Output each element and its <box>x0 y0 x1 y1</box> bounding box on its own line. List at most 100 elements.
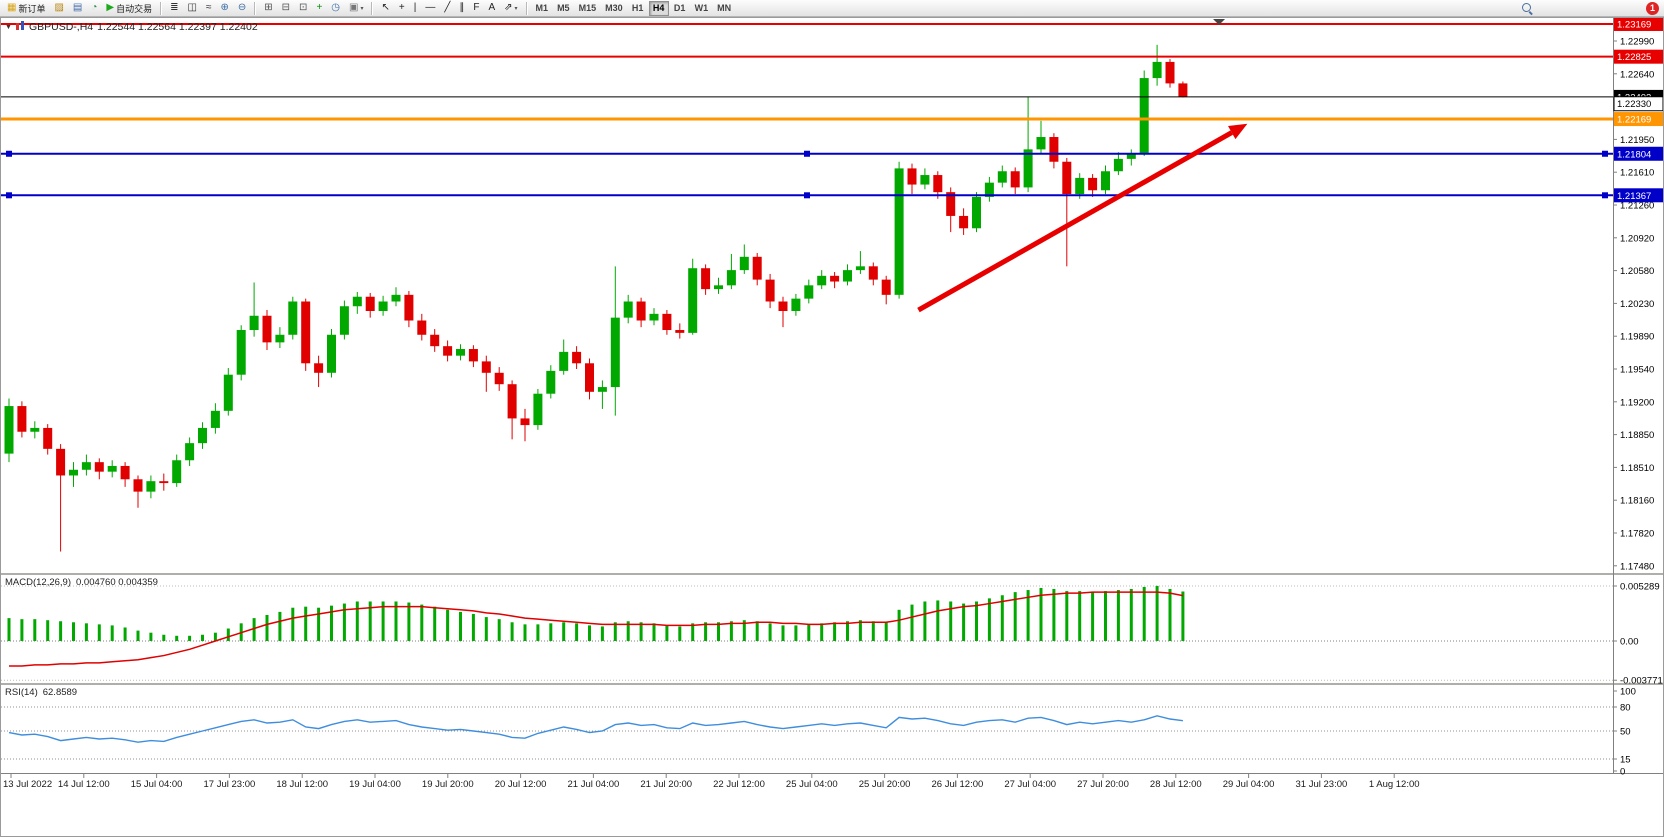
rsi-axis-label: 50 <box>1620 727 1631 738</box>
candle <box>830 275 840 282</box>
arrange-windows-icon[interactable]: ⊡ <box>295 1 311 16</box>
crosshair-icon[interactable]: + <box>395 1 409 16</box>
timeframe-h1[interactable]: H1 <box>628 1 648 16</box>
new-order-button-label: 新订单 <box>18 3 46 14</box>
zoom-in-icon[interactable]: ⊕ <box>216 1 232 16</box>
rsi-axis-label: 80 <box>1620 703 1631 714</box>
candle <box>417 320 427 335</box>
timeframe-m5[interactable]: M5 <box>553 1 574 16</box>
time-axis-label: 17 Jul 23:00 <box>204 779 256 790</box>
cascade-windows-icon[interactable]: ⊟ <box>278 1 294 16</box>
price-axis-label: 1.20230 <box>1620 299 1654 310</box>
svg-text:1.22330: 1.22330 <box>1617 99 1651 110</box>
candle <box>701 268 711 290</box>
candle <box>804 285 814 299</box>
timeframe-mn[interactable]: MN <box>713 1 735 16</box>
toolbar-right-group: 1 <box>1521 1 1661 15</box>
auto-trading-button[interactable]: ▶ 自动交易 <box>102 1 156 16</box>
refresh-icon[interactable]: ◔ <box>87 1 101 16</box>
candle <box>907 168 917 185</box>
templates-icon[interactable]: ▣ ▾ <box>345 1 367 16</box>
timeframe-w1[interactable]: W1 <box>691 1 713 16</box>
price-axis-label: 1.21260 <box>1620 201 1654 212</box>
candle <box>391 294 401 302</box>
line-chart-icon[interactable]: ≈ <box>202 1 216 16</box>
chart-window[interactable]: 1.22990 1.22640 1.22330 1.21950 1.21610 1.212… <box>0 17 1664 837</box>
candle <box>159 481 169 484</box>
toolbar-separator <box>254 1 257 15</box>
timeframe-d1[interactable]: D1 <box>670 1 690 16</box>
indicators-icon-glyph: + <box>316 2 323 13</box>
chart-canvas[interactable]: 1.22990 1.22640 1.22330 1.21950 1.21610 1.212… <box>1 18 1663 836</box>
cascade-windows-icon-glyph: ⊟ <box>281 2 291 13</box>
time-axis-label: 19 Jul 20:00 <box>422 779 474 790</box>
indicators-icon[interactable]: + <box>312 1 326 16</box>
periods-icon-glyph: ◷ <box>331 2 341 13</box>
candlestick-chart-icon-glyph: ◫ <box>187 2 197 13</box>
macd-title-text: MACD(12,26,9) <box>5 577 71 588</box>
line-handle <box>6 192 12 199</box>
price-axis-label: 1.22640 <box>1620 69 1654 80</box>
bar-chart-icon[interactable]: ≣ <box>166 1 182 16</box>
candle <box>675 330 685 333</box>
new-order-button[interactable]: ▦ 新订单 <box>3 1 49 16</box>
charts-grid-icon[interactable]: ▨ <box>50 1 67 16</box>
timeframe-m1[interactable]: M1 <box>532 1 553 16</box>
arrows-tool-icon-glyph: ⇗ <box>504 2 513 13</box>
candle <box>1049 137 1059 162</box>
candle <box>636 301 646 321</box>
timeframe-h4[interactable]: H4 <box>648 0 669 16</box>
text-icon-glyph: A <box>488 2 496 13</box>
timeframe-m15[interactable]: M15 <box>575 1 601 16</box>
timeframe-m30[interactable]: M30 <box>601 1 627 16</box>
cursor-icon[interactable]: ↖ <box>377 1 393 16</box>
trendline-icon[interactable]: ╱ <box>440 1 454 16</box>
candle <box>81 462 91 470</box>
candle <box>249 315 259 331</box>
one-click-trading-toggle[interactable]: ▼ <box>5 23 12 31</box>
horizontal-line-icon[interactable]: — <box>421 1 439 16</box>
price-axis-label: 1.18160 <box>1620 496 1654 507</box>
time-axis-label: 18 Jul 12:00 <box>276 779 328 790</box>
candlestick-chart-icon[interactable]: ◫ <box>184 1 201 16</box>
tile-windows-icon[interactable]: ⊞ <box>260 1 276 16</box>
market-watch-icon[interactable]: ▤ <box>69 1 86 16</box>
price-axis-label: 1.18850 <box>1620 430 1654 441</box>
candle <box>765 279 775 302</box>
price-axis-label: 1.19540 <box>1620 365 1654 376</box>
candle <box>481 361 491 373</box>
text-icon[interactable]: A <box>484 1 499 16</box>
price-axis-label: 1.20580 <box>1620 266 1654 277</box>
candle <box>1010 171 1020 188</box>
candle <box>236 330 246 375</box>
rsi-axis-label: 15 <box>1620 755 1631 766</box>
vertical-line-icon[interactable]: | <box>410 1 421 16</box>
search-icon[interactable] <box>1521 2 1534 15</box>
candle <box>610 317 620 388</box>
zoom-out-icon[interactable]: ⊖ <box>234 1 250 16</box>
rsi-value-text: 62.8589 <box>42 687 78 698</box>
svg-text:1.21367: 1.21367 <box>1617 191 1651 202</box>
candle <box>1062 161 1072 195</box>
line-chart-icon-glyph: ≈ <box>205 2 212 13</box>
candle <box>1178 83 1188 97</box>
arrows-tool-icon[interactable]: ⇗ ▾ <box>500 1 521 16</box>
candle <box>1075 177 1085 195</box>
svg-text:1.22825: 1.22825 <box>1617 52 1651 63</box>
candle <box>894 168 904 295</box>
notifications-badge[interactable]: 1 <box>1646 1 1659 15</box>
candle <box>881 279 891 295</box>
macd-values-text: 0.004760 0.004359 <box>76 577 158 588</box>
zoom-in-icon-glyph: ⊕ <box>220 2 229 13</box>
channel-icon[interactable]: ∥ <box>455 1 468 16</box>
new-order-glyph: ▦ <box>7 2 17 13</box>
macd-signal-line <box>9 591 1184 667</box>
line-handle <box>804 150 810 157</box>
periods-icon[interactable]: ◷ <box>327 1 344 16</box>
candle <box>223 374 233 411</box>
fibonacci-icon[interactable]: F <box>469 1 483 16</box>
candle <box>546 370 556 394</box>
candle <box>1023 149 1033 188</box>
chart-ohlc-values: 1.22544 1.22564 1.22397 1.22402 <box>97 21 258 33</box>
candle <box>585 363 594 392</box>
